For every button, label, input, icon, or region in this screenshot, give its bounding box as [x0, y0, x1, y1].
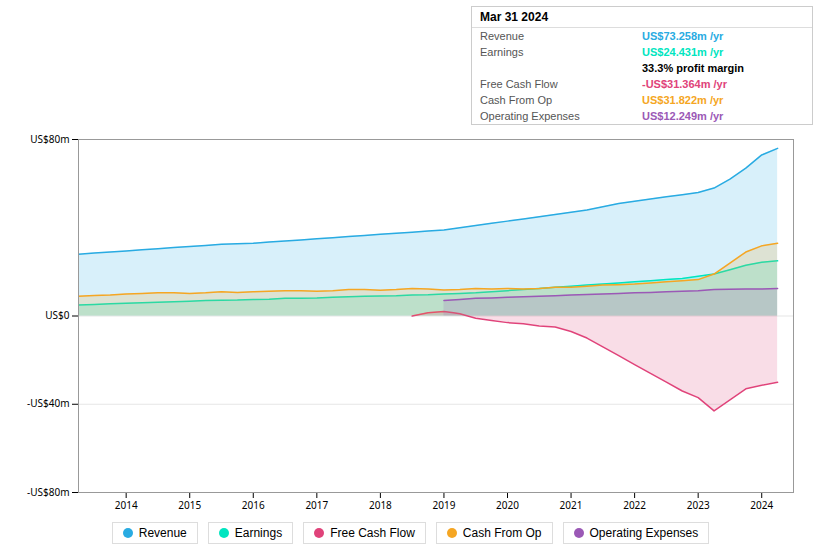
svg-text:-US$80m: -US$80m — [27, 485, 70, 499]
svg-text:2023: 2023 — [687, 498, 710, 512]
html-text:Cash From Op: Cash From Op — [462, 526, 542, 540]
html-text:Free Cash Flow: Free Cash Flow — [480, 78, 558, 90]
html-text:Revenue: Revenue — [138, 526, 187, 540]
svg-text:2020: 2020 — [496, 498, 519, 512]
html-text:Earnings: Earnings — [234, 526, 283, 540]
svg-text:2015: 2015 — [178, 498, 201, 512]
html-text:Mar 31 2024: Mar 31 2024 — [480, 10, 549, 24]
html-text:Earnings: Earnings — [480, 46, 524, 58]
html-text:US$31.822m /yr: US$31.822m /yr — [642, 94, 724, 106]
html-text:Revenue: Revenue — [480, 30, 524, 42]
html-text:US$73.258m /yr: US$73.258m /yr — [642, 30, 724, 42]
html-text:Cash From Op: Cash From Op — [480, 94, 553, 106]
svg-text:2017: 2017 — [305, 498, 328, 512]
svg-text:US$80m: US$80m — [30, 132, 69, 146]
svg-text:2014: 2014 — [115, 498, 138, 512]
svg-text:2022: 2022 — [623, 498, 646, 512]
svg-text:2021: 2021 — [560, 498, 583, 512]
html-text:US$12.249m /yr: US$12.249m /yr — [642, 110, 724, 122]
html-text:Operating Expenses: Operating Expenses — [589, 526, 699, 540]
html-text:US$24.431m /yr: US$24.431m /yr — [642, 46, 724, 58]
svg-text:-US$40m: -US$40m — [27, 396, 70, 410]
html-text:33.3% profit margin: 33.3% profit margin — [642, 62, 745, 74]
html-text:Free Cash Flow: Free Cash Flow — [330, 526, 415, 540]
svg-text:US$0: US$0 — [45, 308, 70, 322]
html-text:-US$31.364m /yr: -US$31.364m /yr — [642, 78, 727, 90]
html-text:Operating Expenses: Operating Expenses — [480, 110, 580, 122]
svg-text:2019: 2019 — [432, 498, 455, 512]
svg-text:2018: 2018 — [369, 498, 392, 512]
svg-text:2024: 2024 — [750, 498, 773, 512]
svg-text:2016: 2016 — [242, 498, 265, 512]
